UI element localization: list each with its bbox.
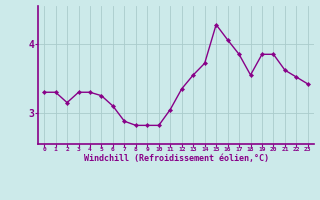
- X-axis label: Windchill (Refroidissement éolien,°C): Windchill (Refroidissement éolien,°C): [84, 154, 268, 163]
